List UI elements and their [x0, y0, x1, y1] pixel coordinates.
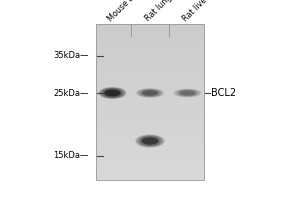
Ellipse shape	[182, 91, 193, 95]
Ellipse shape	[136, 135, 164, 147]
Ellipse shape	[138, 89, 162, 97]
Ellipse shape	[142, 137, 158, 145]
Ellipse shape	[102, 89, 123, 97]
Ellipse shape	[144, 91, 156, 95]
Ellipse shape	[148, 92, 152, 94]
Ellipse shape	[185, 92, 190, 94]
Ellipse shape	[110, 92, 115, 94]
Ellipse shape	[143, 138, 157, 144]
Ellipse shape	[142, 91, 158, 95]
Ellipse shape	[145, 92, 155, 94]
Ellipse shape	[174, 89, 201, 97]
Ellipse shape	[101, 88, 124, 98]
Ellipse shape	[104, 90, 121, 96]
Text: Rat lung: Rat lung	[144, 0, 174, 23]
Ellipse shape	[137, 135, 163, 147]
Ellipse shape	[177, 90, 198, 96]
Ellipse shape	[179, 91, 196, 95]
Ellipse shape	[183, 92, 192, 94]
Ellipse shape	[139, 89, 161, 97]
Ellipse shape	[100, 88, 125, 98]
Ellipse shape	[148, 140, 152, 142]
Ellipse shape	[176, 90, 199, 96]
Ellipse shape	[178, 90, 196, 96]
Text: 15kDa—: 15kDa—	[53, 152, 88, 160]
Ellipse shape	[106, 90, 119, 96]
Ellipse shape	[143, 91, 157, 95]
Bar	[96, 24, 204, 180]
Text: Rat liver: Rat liver	[181, 0, 211, 23]
Ellipse shape	[107, 91, 118, 95]
Ellipse shape	[142, 138, 158, 144]
Ellipse shape	[146, 139, 154, 143]
Ellipse shape	[138, 136, 162, 146]
Ellipse shape	[136, 89, 164, 97]
Ellipse shape	[103, 89, 122, 97]
Ellipse shape	[139, 136, 161, 146]
Ellipse shape	[105, 91, 120, 95]
Ellipse shape	[99, 88, 126, 98]
Ellipse shape	[108, 91, 117, 95]
Text: Mouse testis: Mouse testis	[106, 0, 148, 23]
Ellipse shape	[109, 92, 116, 94]
Ellipse shape	[146, 92, 154, 94]
Ellipse shape	[140, 90, 160, 96]
Text: 25kDa—: 25kDa—	[53, 88, 88, 98]
Ellipse shape	[111, 92, 114, 94]
Text: BCL2: BCL2	[212, 88, 237, 98]
Ellipse shape	[147, 140, 153, 142]
Ellipse shape	[141, 90, 159, 96]
Ellipse shape	[142, 91, 158, 95]
Ellipse shape	[181, 91, 194, 95]
Ellipse shape	[175, 90, 200, 96]
Text: 35kDa—: 35kDa—	[53, 51, 88, 60]
Ellipse shape	[180, 91, 195, 95]
Ellipse shape	[184, 92, 191, 94]
Ellipse shape	[140, 137, 160, 145]
Ellipse shape	[144, 138, 156, 144]
Ellipse shape	[145, 139, 155, 143]
